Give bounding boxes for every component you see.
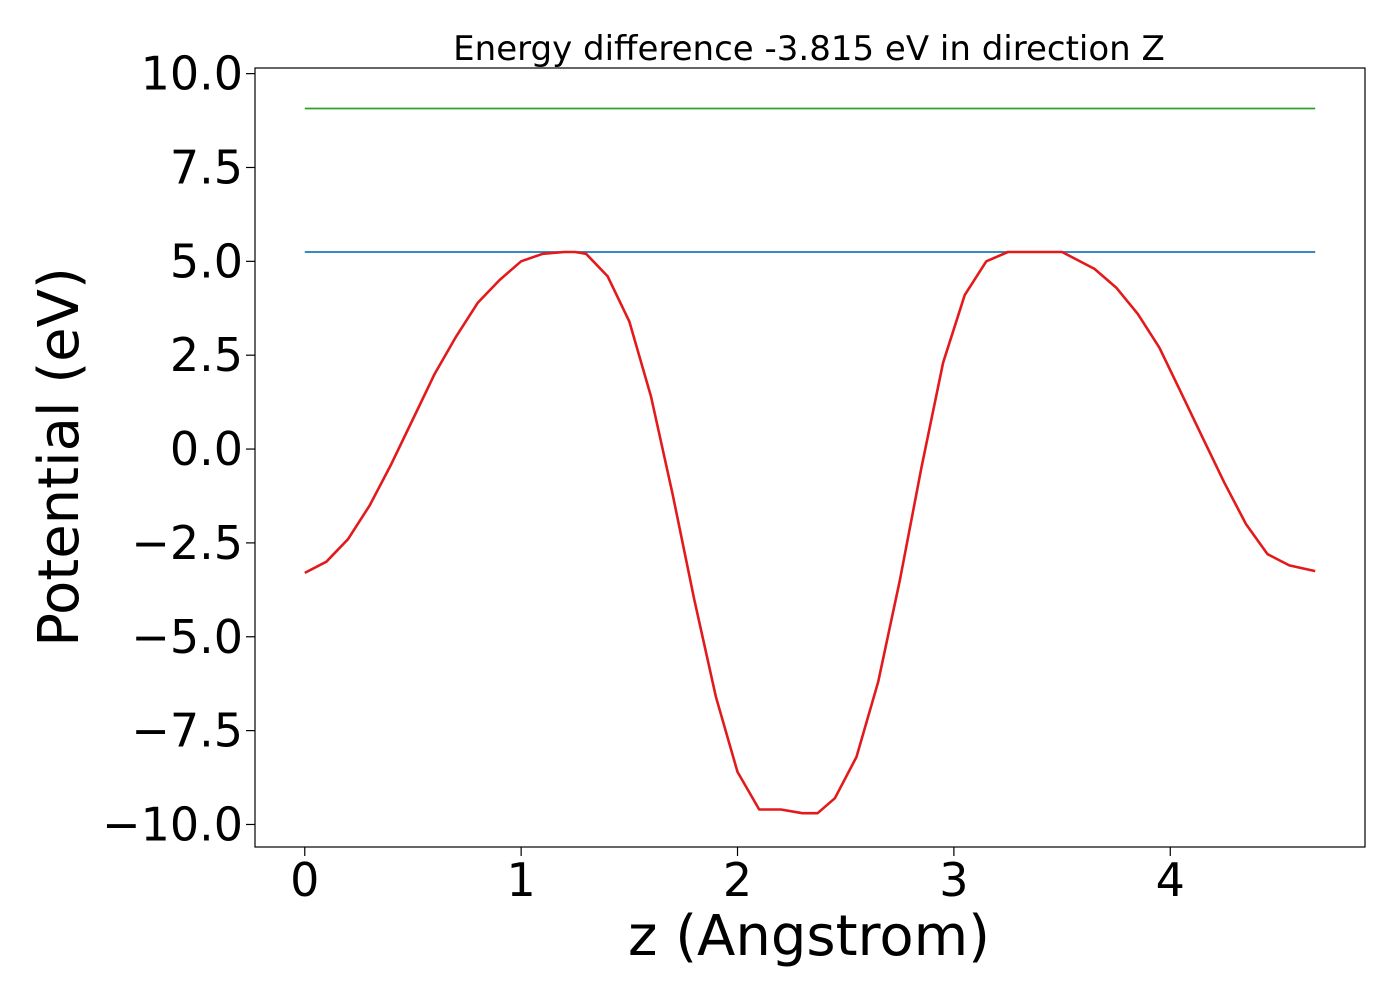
x-tick-label: 3: [939, 853, 968, 907]
y-tick-label: 10.0: [141, 47, 243, 101]
y-tick-label: −5.0: [131, 610, 243, 664]
red-series-line: [304, 250, 1316, 815]
y-tick-label: −7.5: [131, 704, 243, 758]
y-axis-label: Potential (eV): [27, 267, 92, 647]
x-tick-label: 2: [723, 853, 752, 907]
x-tick-label: 4: [1156, 853, 1185, 907]
y-tick-label: −2.5: [131, 516, 243, 570]
y-tick-label: 5.0: [170, 234, 243, 288]
chart-title: Energy difference -3.815 eV in direction…: [453, 29, 1165, 69]
y-tick-label: −10.0: [102, 797, 243, 851]
y-tick-label: 7.5: [170, 140, 243, 194]
x-axis-label: z (Angstrom): [628, 904, 990, 969]
series-layer: [304, 107, 1316, 815]
y-axis: 10.0 7.5 5.0 2.5 0.0 −2.5 −5.0 −7.5 −10.0: [102, 47, 255, 851]
x-axis: 0 1 2 3 4: [290, 847, 1185, 907]
x-tick-label: 0: [290, 853, 319, 907]
y-tick-label: 0.0: [170, 422, 243, 476]
plot-frame: [254, 67, 1366, 848]
x-tick-label: 1: [506, 853, 535, 907]
y-tick-label: 2.5: [170, 328, 243, 382]
